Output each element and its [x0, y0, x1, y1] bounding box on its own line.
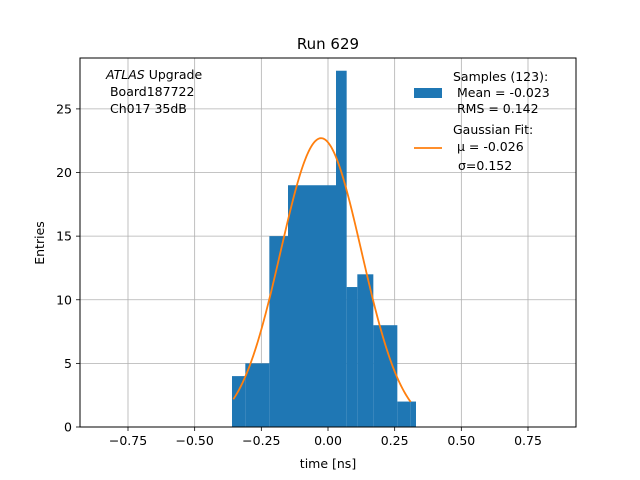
y-tick-label: 10 — [56, 292, 72, 307]
y-axis-label: Entries — [32, 221, 47, 265]
y-tick-label: 5 — [64, 356, 72, 371]
annotation-line-1: ATLAS Upgrade — [105, 67, 202, 82]
legend: Samples (123): Mean = -0.023 RMS = 0.142… — [414, 69, 550, 173]
grid — [80, 58, 576, 428]
legend-histogram-label: Samples (123): — [453, 69, 548, 84]
histogram-bar — [245, 363, 270, 427]
legend-histogram-rms: RMS = 0.142 — [453, 101, 539, 116]
legend-histogram-swatch — [414, 88, 442, 98]
histogram-bar — [397, 401, 411, 427]
axis-ticks: −0.75 −0.50 −0.25 0.00 0.25 0.50 0.75 0 5 10 15 20 2… — [56, 101, 542, 448]
x-tick-label: −0.25 — [242, 433, 280, 448]
annotation-line-3: Ch017 35dB — [106, 101, 187, 116]
legend-histogram-mean: Mean = -0.023 — [453, 85, 550, 100]
x-tick-label: 0.25 — [381, 433, 409, 448]
histogram-bar — [288, 185, 304, 427]
histogram-bar — [410, 401, 416, 427]
x-tick-label: 0.00 — [314, 433, 342, 448]
histogram-bar — [346, 287, 358, 427]
histogram-bar — [232, 376, 246, 427]
annotation-upgrade: Upgrade — [145, 67, 203, 82]
annotation-line-2: Board187722 — [106, 84, 194, 99]
gaussian-fit-curve — [232, 137, 412, 403]
chart-title: Run 629 — [297, 35, 359, 53]
legend-fit-label: Gaussian Fit: — [453, 122, 533, 137]
y-tick-label: 0 — [64, 420, 72, 435]
x-tick-label: 0.50 — [447, 433, 475, 448]
histogram-bar — [320, 185, 336, 427]
histogram-bar — [373, 325, 398, 427]
y-tick-label: 15 — [56, 229, 72, 244]
info-annotation: ATLAS Upgrade Board187722 Ch017 35dB — [105, 67, 202, 116]
histogram-bar — [357, 274, 374, 427]
legend-fit-sigma: σ=0.152 — [458, 158, 512, 173]
gaussian-fit — [232, 137, 412, 403]
histogram-bar — [269, 236, 288, 427]
histogram-bar — [336, 70, 347, 428]
x-axis-label: time [ns] — [300, 456, 356, 471]
legend-fit-mu: μ = -0.026 — [453, 139, 524, 154]
x-tick-label: −0.50 — [176, 433, 214, 448]
x-tick-label: 0.75 — [514, 433, 542, 448]
histogram-bar — [304, 185, 320, 427]
annotation-atlas: ATLAS — [105, 67, 145, 82]
histogram-bars — [232, 70, 416, 428]
x-tick-label: −0.75 — [109, 433, 147, 448]
y-tick-label: 20 — [56, 165, 72, 180]
y-tick-label: 25 — [56, 101, 72, 116]
